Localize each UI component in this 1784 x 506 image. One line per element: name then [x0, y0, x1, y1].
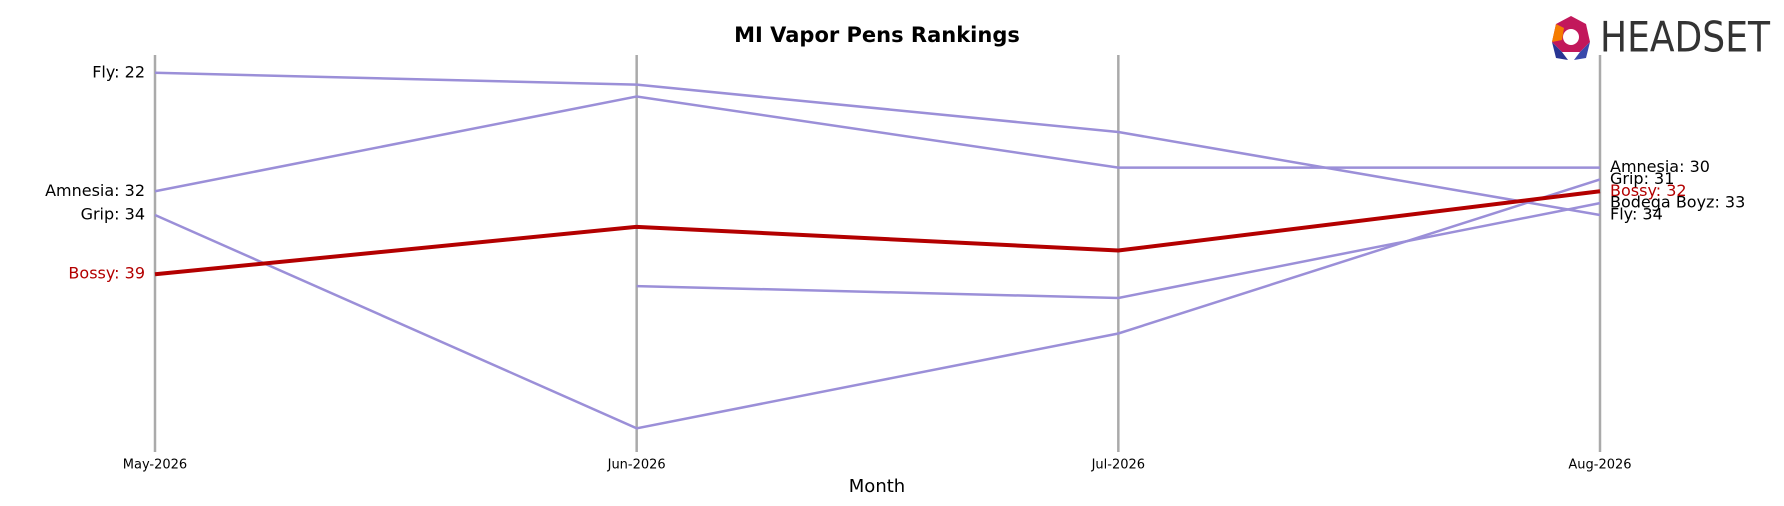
- rank-label: Fly: 22: [92, 62, 145, 81]
- rank-label: Amnesia: 32: [45, 181, 145, 200]
- x-tick-label: Jun-2026: [607, 458, 666, 473]
- logo-mark: [1552, 24, 1564, 42]
- rank-label: Fly: 34: [1610, 204, 1663, 223]
- rank-label: Bodega Boyz: 33: [1610, 193, 1745, 212]
- x-tick-label: Jul-2026: [1091, 458, 1145, 473]
- chart-title: MI Vapor Pens Rankings: [734, 23, 1020, 47]
- logo-mark: [1574, 42, 1590, 60]
- rank-line: [636, 201, 1601, 300]
- rank-label: Bossy: 39: [68, 264, 145, 283]
- rank-line: [154, 189, 1601, 277]
- x-axis-label: Month: [849, 476, 905, 497]
- rank-line: [154, 71, 1601, 217]
- rank-label: Grip: 31: [1610, 169, 1674, 188]
- logo-text: HEADSET: [1600, 13, 1770, 62]
- x-tick-label: May-2026: [123, 458, 187, 473]
- logo-mark: [1563, 29, 1579, 45]
- rank-label: Grip: 34: [81, 204, 145, 223]
- rank-line: [154, 95, 1600, 193]
- x-tick-label: Aug-2026: [1568, 458, 1631, 473]
- rank-label: Bossy: 32: [1610, 181, 1687, 200]
- logo: HEADSET: [1552, 13, 1770, 62]
- logo-mark: [1552, 42, 1568, 60]
- rank-line: [154, 178, 1601, 430]
- rank-label: Amnesia: 30: [1610, 157, 1710, 176]
